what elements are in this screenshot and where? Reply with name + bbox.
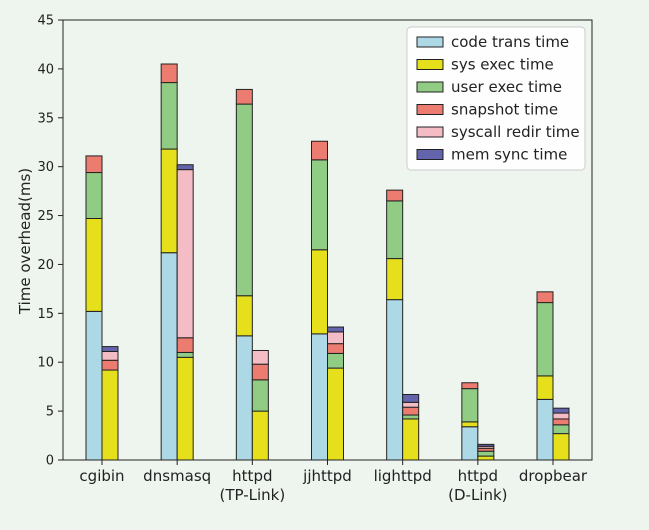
bar-segment-cgibin-a-code-trans-time xyxy=(85,310,103,461)
legend-label-syscall-redir-time: syscall redir time xyxy=(451,123,580,141)
legend-label-code-trans-time: code trans time xyxy=(451,33,569,51)
x-tick-label-httpd-d-link: httpd (D-Link) xyxy=(448,467,507,504)
bar-segment-dnsmasq-b-user-exec-time xyxy=(176,351,194,358)
bar-segment-lighttpd-b-mem-sync-time xyxy=(402,393,420,403)
bar-segment-httpd-tp-link-a-sys-exec-time xyxy=(235,295,253,337)
bar-segment-httpd-tp-link-a-user-exec-time xyxy=(235,103,253,297)
bar-segment-dropbear-b-mem-sync-time xyxy=(552,407,570,414)
legend-label-mem-sync-time: mem sync time xyxy=(451,146,567,164)
y-tick-label: 25 xyxy=(37,209,54,224)
x-tick-label-dropbear: dropbear xyxy=(519,467,588,485)
bar-segment-cgibin-a-sys-exec-time xyxy=(85,217,103,312)
y-tick-label: 5 xyxy=(46,405,54,420)
bar-segment-httpd-tp-link-b-user-exec-time xyxy=(251,379,269,412)
legend-swatch-mem-sync-time xyxy=(416,149,444,160)
bar-segment-lighttpd-a-sys-exec-time xyxy=(386,258,404,301)
bar-segment-httpd-tp-link-a-snapshot-time xyxy=(235,88,253,105)
bar-segment-jjhttpd-a-code-trans-time xyxy=(311,333,328,461)
bar-segment-jjhttpd-b-mem-sync-time xyxy=(327,326,344,333)
bar-segment-jjhttpd-b-user-exec-time xyxy=(327,352,344,369)
bar-segment-dropbear-b-snapshot-time xyxy=(552,418,570,426)
bar-segment-lighttpd-a-user-exec-time xyxy=(386,200,404,260)
bar-segment-dropbear-a-code-trans-time xyxy=(536,398,554,461)
x-axis-ticks: cgibin dnsmasq httpd (TP-Link) jjhttpd lightt… xyxy=(79,460,588,504)
x-tick-label-dnsmasq: dnsmasq xyxy=(143,467,211,485)
bar-segment-lighttpd-a-code-trans-time xyxy=(386,299,404,461)
bar-segment-httpd-d-link-b-user-exec-time xyxy=(477,450,495,457)
bar-segment-cgibin-b-syscall-redir-time xyxy=(101,350,119,361)
y-tick-label: 0 xyxy=(46,454,54,469)
bar-segment-httpd-tp-link-b-syscall-redir-time xyxy=(251,349,269,365)
bar-segment-dnsmasq-b-snapshot-time xyxy=(176,337,194,353)
bar-segment-dnsmasq-a-code-trans-time xyxy=(160,252,178,461)
x-tick-label-jjhttpd: jjhttpd xyxy=(302,467,352,485)
bar-segment-httpd-d-link-a-code-trans-time xyxy=(461,426,479,461)
bar-segment-httpd-tp-link-b-sys-exec-time xyxy=(251,410,269,461)
legend-label-user-exec-time: user exec time xyxy=(451,78,562,96)
bar-segment-dropbear-b-sys-exec-time xyxy=(552,433,570,461)
x-tick-label-cgibin: cgibin xyxy=(79,467,124,485)
bar-segment-dropbear-b-syscall-redir-time xyxy=(552,412,570,420)
bar-segment-dropbear-b-user-exec-time xyxy=(552,424,570,435)
bar-segment-dnsmasq-a-snapshot-time xyxy=(160,63,178,84)
bar-segment-lighttpd-b-syscall-redir-time xyxy=(402,401,420,408)
bar-segment-httpd-d-link-b-sys-exec-time xyxy=(477,455,495,461)
y-tick-label: 15 xyxy=(37,307,54,322)
legend-swatch-code-trans-time xyxy=(416,36,444,48)
bar-segment-jjhttpd-b-sys-exec-time xyxy=(327,367,344,461)
bar-segment-dnsmasq-b-mem-sync-time xyxy=(176,164,194,171)
bar-segment-jjhttpd-b-syscall-redir-time xyxy=(327,331,344,345)
bar-segment-lighttpd-a-snapshot-time xyxy=(386,189,404,202)
legend-label-snapshot-time: snapshot time xyxy=(451,101,558,119)
legend-label-sys-exec-time: sys exec time xyxy=(451,56,554,74)
bar-segment-jjhttpd-a-snapshot-time xyxy=(311,140,328,161)
x-tick-label-httpd-tp-link: httpd (TP-Link) xyxy=(219,467,285,504)
bar-segment-cgibin-b-mem-sync-time xyxy=(101,346,119,352)
bar-segment-dropbear-a-sys-exec-time xyxy=(536,375,554,400)
bar-segment-dnsmasq-a-user-exec-time xyxy=(160,82,178,150)
y-axis-ticks: 0 5 10 15 20 25 30 35 40 45 xyxy=(37,14,63,469)
legend-swatch-sys-exec-time xyxy=(416,59,444,70)
bar-segment-jjhttpd-b-snapshot-time xyxy=(327,343,344,354)
bar-segment-httpd-d-link-a-sys-exec-time xyxy=(461,421,479,428)
legend-swatch-user-exec-time xyxy=(416,81,444,93)
y-tick-label: 45 xyxy=(37,14,54,29)
bar-segment-lighttpd-b-user-exec-time xyxy=(402,414,420,420)
plot-frame xyxy=(62,19,593,461)
y-tick-label: 35 xyxy=(37,111,54,126)
bar-segment-lighttpd-b-sys-exec-time xyxy=(402,418,420,461)
bar-segment-jjhttpd-a-sys-exec-time xyxy=(311,249,328,335)
bar-segment-cgibin-b-sys-exec-time xyxy=(101,369,119,461)
bar-segment-dnsmasq-b-syscall-redir-time xyxy=(176,169,194,339)
bar-segment-dropbear-a-user-exec-time xyxy=(536,302,554,377)
bar-segment-httpd-tp-link-a-code-trans-time xyxy=(235,335,253,461)
y-tick-label: 20 xyxy=(37,258,54,273)
x-tick-label-lighttpd: lighttpd xyxy=(374,467,432,485)
legend-swatch-snapshot-time xyxy=(416,104,444,115)
bar-segment-jjhttpd-a-user-exec-time xyxy=(311,159,328,251)
bar-segment-httpd-tp-link-b-snapshot-time xyxy=(251,363,269,381)
bar-segment-httpd-d-link-a-user-exec-time xyxy=(461,388,479,423)
legend-swatch-syscall-redir-time xyxy=(416,126,444,138)
bar-segment-dnsmasq-b-sys-exec-time xyxy=(176,356,194,461)
bar-segment-dropbear-a-snapshot-time xyxy=(536,291,554,304)
bar-segment-cgibin-b-snapshot-time xyxy=(101,359,119,371)
bar-segment-lighttpd-b-snapshot-time xyxy=(402,406,420,416)
bar-segment-dnsmasq-a-sys-exec-time xyxy=(160,148,178,254)
y-tick-label: 40 xyxy=(37,62,54,77)
bar-segment-httpd-d-link-b-mem-sync-time xyxy=(477,443,495,447)
bar-segment-httpd-d-link-a-snapshot-time xyxy=(461,382,479,390)
legend-box xyxy=(406,26,586,171)
y-tick-label: 30 xyxy=(37,160,54,175)
bar-segment-cgibin-a-snapshot-time xyxy=(85,155,103,174)
legend: code trans time sys exec time user exec ti… xyxy=(406,26,586,171)
bar-segment-cgibin-a-user-exec-time xyxy=(85,172,103,219)
y-tick-label: 10 xyxy=(37,356,54,371)
y-axis-title: Time overhead(ms) xyxy=(16,168,34,315)
